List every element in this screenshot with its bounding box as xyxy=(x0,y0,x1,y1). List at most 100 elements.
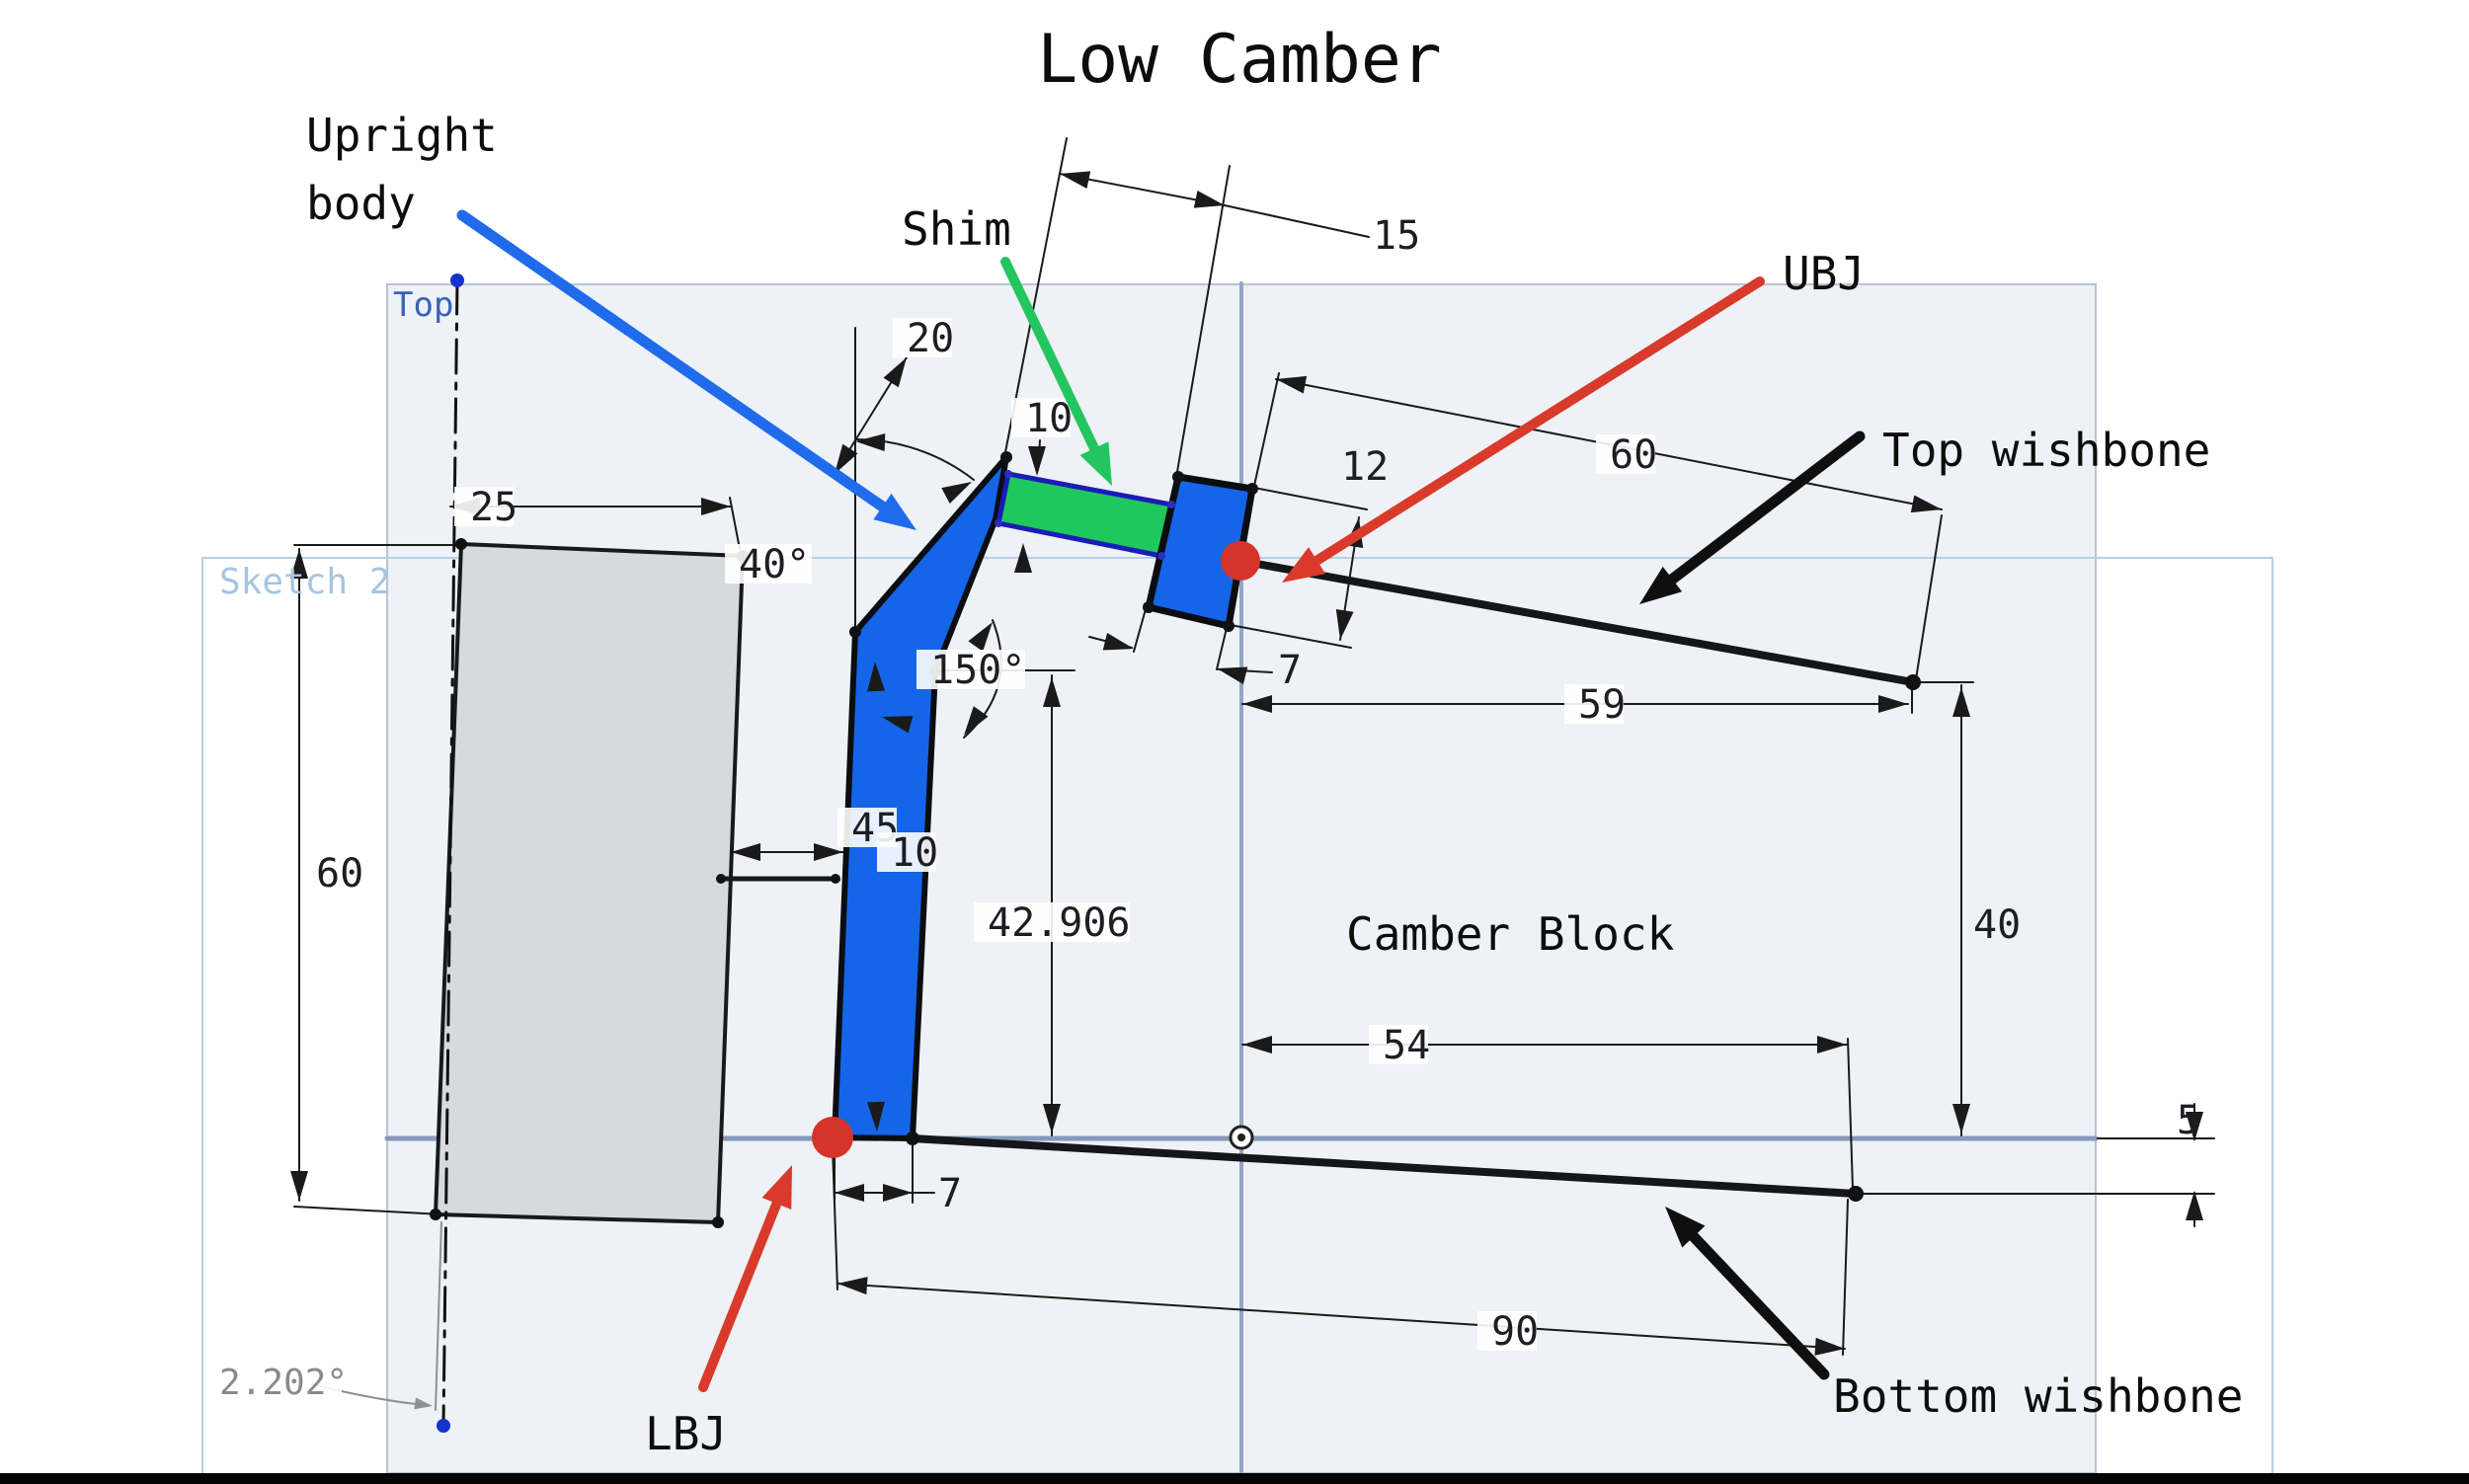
dim-text-7-lbj[interactable]: 7 xyxy=(938,1171,962,1216)
dim15-ext2 xyxy=(1176,165,1231,473)
vertex-dot xyxy=(1246,483,1258,495)
svg-text:UBJ: UBJ xyxy=(1783,247,1865,300)
svg-text:2.202°: 2.202° xyxy=(219,1363,348,1403)
bottom-wishbone[interactable] xyxy=(909,1134,1860,1198)
dim-arrowhead xyxy=(855,433,886,452)
svg-text:42.906: 42.906 xyxy=(988,900,1131,946)
dim90-line xyxy=(836,1283,1846,1350)
page-title: Low Camber xyxy=(1037,21,1441,99)
dim90-ext1 xyxy=(832,1146,838,1290)
vertex-dot xyxy=(1143,601,1155,613)
svg-text:60: 60 xyxy=(316,851,363,897)
svg-text:10: 10 xyxy=(1025,396,1073,441)
dim-text-25[interactable]: 25 xyxy=(454,485,518,530)
vertex-dot xyxy=(849,626,861,638)
vertex-dot xyxy=(1848,1186,1864,1202)
top-wishbone[interactable] xyxy=(1236,557,1917,686)
dim-arrowhead xyxy=(835,443,858,474)
dim-text-15[interactable]: 15 xyxy=(1373,213,1420,259)
dim60t-ext2 xyxy=(1915,514,1943,680)
dim-arrowhead xyxy=(1217,666,1248,684)
dim-text-10-shim[interactable]: 10 xyxy=(1011,396,1073,441)
dim-text-54[interactable]: 54 xyxy=(1369,1023,1430,1068)
top-wishbone-arrow xyxy=(1639,430,1866,604)
shim-corner-dot xyxy=(1167,501,1175,508)
svg-text:20: 20 xyxy=(907,316,954,361)
svg-text:Shim: Shim xyxy=(902,202,1011,256)
axle-dot xyxy=(716,874,726,884)
dim90-ext2 xyxy=(1842,1199,1849,1356)
dim15-leader xyxy=(1224,204,1370,238)
lbj-joint[interactable] xyxy=(812,1117,853,1158)
svg-text:10: 10 xyxy=(891,830,938,876)
svg-text:7: 7 xyxy=(1278,648,1302,693)
dim-arrowhead xyxy=(883,1184,913,1202)
centerline-endpoint-bottom xyxy=(437,1419,450,1433)
dim60w-ext2 xyxy=(293,1206,443,1215)
ubj-joint[interactable] xyxy=(1221,541,1260,581)
svg-text:60: 60 xyxy=(1610,432,1657,478)
dim-arrowhead xyxy=(1060,171,1091,190)
ubj-arrow xyxy=(1282,276,1765,583)
dim-text-40deg[interactable]: 40° xyxy=(725,542,812,587)
upright-body-arrow xyxy=(456,209,916,530)
taskbar-strip xyxy=(0,1473,2469,1484)
dim-text-5[interactable]: 5 xyxy=(2177,1098,2200,1143)
wheel-body[interactable] xyxy=(434,542,745,1224)
bottom-wishbone-arrow xyxy=(1665,1207,1830,1380)
dim-text-150deg[interactable]: 150° xyxy=(916,648,1025,693)
dim-text-40-right[interactable]: 40 xyxy=(1973,902,2021,948)
dim-text-12[interactable]: 12 xyxy=(1341,444,1389,490)
dim-text-45[interactable]: 45 xyxy=(837,806,899,851)
dim-arrowhead xyxy=(1193,190,1225,208)
vertex-dot xyxy=(1172,471,1184,483)
dim-arrowhead xyxy=(1878,695,1908,713)
svg-text:40: 40 xyxy=(1973,902,2021,948)
dim-arrowhead xyxy=(867,662,886,692)
svg-text:40°: 40° xyxy=(739,542,810,587)
shim-corner-dot xyxy=(995,519,1002,527)
dim-text-10-gap[interactable]: 10 xyxy=(877,830,938,876)
label-upright-body-1[interactable]: Upright xyxy=(306,109,498,162)
dim-arrowhead xyxy=(701,498,731,515)
label-top-plane[interactable]: Top xyxy=(393,285,453,325)
dim-text-42906[interactable]: 42.906 xyxy=(974,900,1131,946)
label-top-wishbone[interactable]: Top wishbone xyxy=(1882,424,2210,477)
lbj-arrow xyxy=(698,1165,792,1392)
dim-arrowhead xyxy=(835,1184,864,1202)
svg-text:12: 12 xyxy=(1341,444,1389,490)
svg-text:Upright: Upright xyxy=(306,109,498,162)
centerline-endpoint-top xyxy=(450,273,464,287)
svg-text:Top wishbone: Top wishbone xyxy=(1882,424,2210,477)
label-ubj[interactable]: UBJ xyxy=(1783,247,1865,300)
dim7b-ext2 xyxy=(1216,627,1228,670)
dim-text-2202deg[interactable]: 2.202° xyxy=(211,1363,348,1403)
dim-text-7-block[interactable]: 7 xyxy=(1278,648,1302,693)
label-camber-block[interactable]: Camber Block xyxy=(1346,907,1674,961)
svg-text:150°: 150° xyxy=(930,648,1025,693)
dim-arrowhead xyxy=(1028,446,1046,476)
dim-text-59[interactable]: 59 xyxy=(1564,682,1626,728)
origin-point-inner xyxy=(1237,1133,1245,1141)
svg-text:15: 15 xyxy=(1373,213,1420,259)
dim-text-60-wheel[interactable]: 60 xyxy=(302,851,363,897)
dim-text-90[interactable]: 90 xyxy=(1477,1309,1539,1355)
label-sketch2[interactable]: Sketch 2 xyxy=(219,562,390,602)
svg-text:Top: Top xyxy=(393,285,453,325)
svg-text:body: body xyxy=(306,177,416,230)
dim-text-60-wishbone[interactable]: 60 xyxy=(1596,432,1657,478)
vertex-dot xyxy=(1000,451,1012,463)
dim-arrowhead xyxy=(1910,495,1942,513)
dim-arrowhead xyxy=(866,1101,885,1132)
label-upright-body-2[interactable]: body xyxy=(306,177,416,230)
dim-arrowhead xyxy=(1276,375,1308,394)
dim-arrowhead xyxy=(1043,1104,1061,1133)
label-shim[interactable]: Shim xyxy=(902,202,1011,256)
label-bottom-wishbone[interactable]: Bottom wishbone xyxy=(1833,1369,2243,1423)
vertex-dot xyxy=(1223,620,1234,632)
dim-arrowhead xyxy=(2186,1191,2203,1220)
shim-corner-dot xyxy=(1157,552,1165,560)
label-lbj[interactable]: LBJ xyxy=(645,1407,727,1460)
dim-text-20[interactable]: 20 xyxy=(893,316,954,361)
